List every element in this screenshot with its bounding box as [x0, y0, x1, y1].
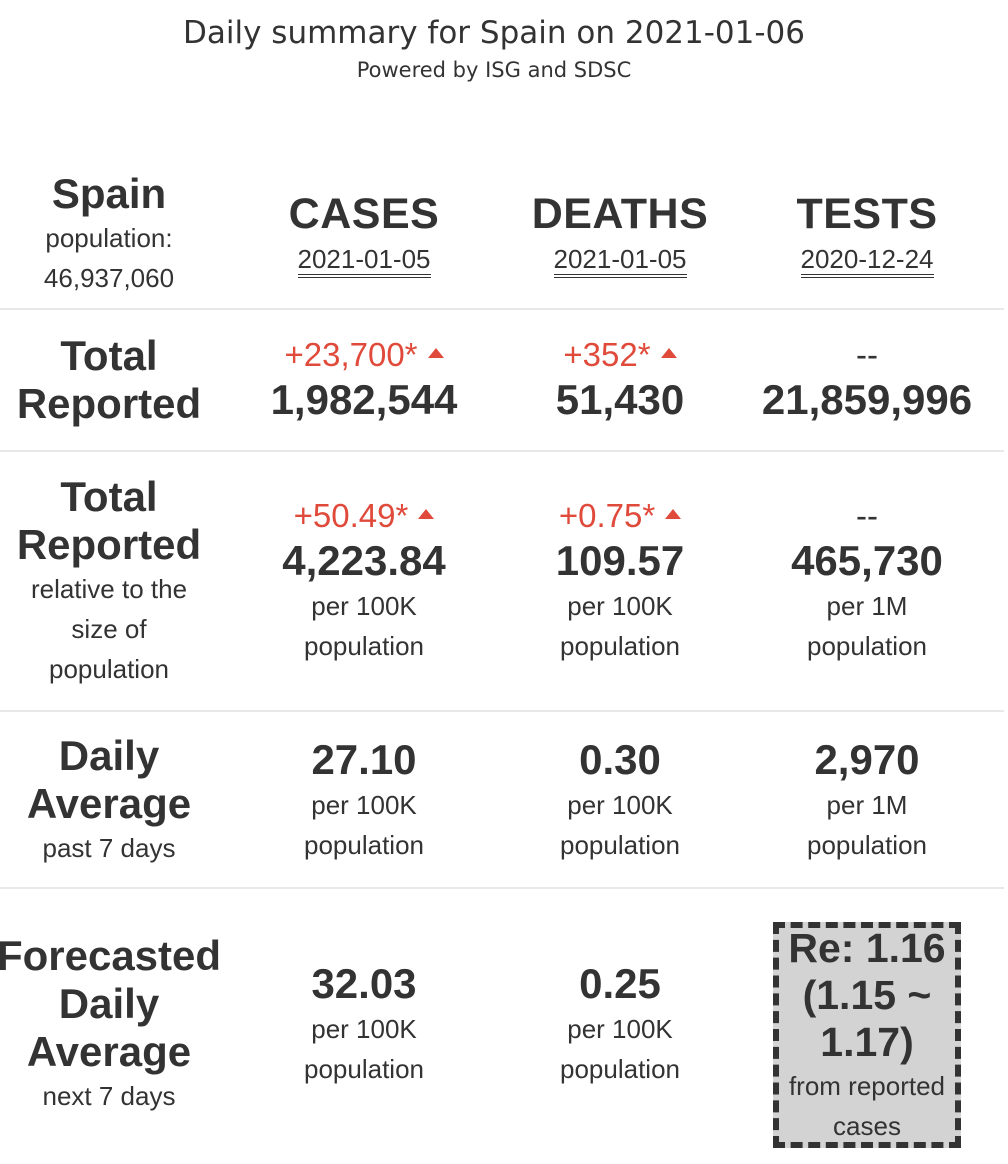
triangle-up-icon	[418, 509, 435, 519]
re-cell: Re: 1.16 (1.15 ~ 1.17) from reported cas…	[730, 889, 1004, 1159]
forecast-deaths-cell: 0.25 per 100K population	[510, 889, 730, 1159]
forecast-label: Forecasted Daily Average next 7 days	[0, 889, 222, 1159]
forecast-deaths-value: 0.25	[579, 960, 661, 1007]
re-value: Re: 1.16	[788, 924, 946, 971]
unit-line: per 100K	[567, 1014, 673, 1044]
header-row: Spain population: 46,937,060 CASES 2021-…	[0, 160, 1004, 310]
tests-date: 2020-12-24	[800, 244, 934, 278]
unit-line: per 100K	[567, 591, 673, 621]
total-cases-cell: +23,700* 1,982,544	[218, 310, 510, 450]
unit-line: per 100K	[311, 1014, 417, 1044]
total-reported-label: Total Reported	[0, 310, 218, 450]
row-label-line: Average	[26, 1028, 192, 1075]
unit-line: population	[560, 631, 680, 661]
total-cases-value: 1,982,544	[270, 376, 458, 423]
re-source: from reported	[788, 1070, 946, 1101]
unit-line: population	[304, 829, 424, 860]
forecast-row: Forecasted Daily Average next 7 days 32.…	[0, 889, 1004, 1159]
avg-tests-cell: 2,970 per 1M population	[730, 712, 1004, 887]
unit-line: population	[304, 631, 424, 661]
triangle-up-icon	[427, 348, 444, 358]
row-label-line: Forecasted	[0, 932, 222, 979]
daily-average-row: Daily Average past 7 days 27.10 per 100K…	[0, 712, 1004, 889]
avg-cases-cell: 27.10 per 100K population	[218, 712, 510, 887]
relative-cases-delta: +50.49*	[294, 496, 435, 536]
population-label: population:	[45, 223, 173, 253]
row-label-line: Daily	[58, 731, 160, 779]
total-reported-row: Total Reported +23,700* 1,982,544 +352* …	[0, 310, 1004, 452]
avg-deaths-value: 0.30	[579, 735, 661, 783]
total-deaths-value: 51,430	[555, 376, 685, 423]
page-subtitle: Powered by ISG and SDSC	[356, 58, 632, 82]
delta-text: +50.49*	[293, 497, 409, 534]
triangle-up-icon	[660, 348, 677, 358]
cases-header: CASES 2021-01-05	[218, 160, 510, 308]
relative-tests-cell: -- 465,730 per 1M population	[730, 452, 1004, 710]
unit-line: population	[807, 829, 927, 860]
relative-tests-delta: --	[856, 497, 878, 534]
total-tests-delta: --	[856, 336, 878, 373]
row-sublabel: relative to the	[30, 574, 188, 604]
relative-cases-value: 4,223.84	[282, 537, 446, 584]
cases-column-title: CASES	[288, 190, 440, 238]
row-label-line: Reported	[16, 380, 202, 427]
unit-line: population	[560, 829, 680, 860]
unit-line: population	[304, 1054, 424, 1084]
daily-average-label: Daily Average past 7 days	[0, 712, 218, 887]
unit-line: per 100K	[567, 789, 673, 820]
avg-tests-value: 2,970	[814, 735, 920, 783]
re-source: cases	[833, 1110, 901, 1141]
unit-line: per 100K	[311, 591, 417, 621]
forecast-cases-value: 32.03	[311, 960, 417, 1007]
row-label-line: Total	[60, 473, 158, 520]
delta-text: +352*	[563, 336, 651, 373]
country-name: Spain	[51, 170, 167, 217]
reproduction-number-box: Re: 1.16 (1.15 ~ 1.17) from reported cas…	[773, 922, 961, 1148]
forecast-cases-cell: 32.03 per 100K population	[218, 889, 510, 1159]
page-title: Daily summary for Spain on 2021-01-06	[183, 15, 805, 51]
unit-line: per 1M	[826, 591, 908, 621]
triangle-up-icon	[665, 509, 682, 519]
re-interval-start: (1.15 ~	[802, 971, 932, 1018]
row-sublabel: population	[49, 654, 169, 684]
relative-row: Total Reported relative to the size of p…	[0, 452, 1004, 712]
row-sublabel: past 7 days	[42, 832, 176, 863]
relative-deaths-value: 109.57	[555, 537, 685, 584]
total-deaths-delta: +352*	[563, 335, 677, 375]
deaths-header: DEATHS 2021-01-05	[510, 160, 730, 308]
total-deaths-cell: +352* 51,430	[510, 310, 730, 450]
relative-deaths-delta: +0.75*	[558, 496, 682, 536]
row-sublabel: next 7 days	[42, 1081, 176, 1111]
deaths-column-title: DEATHS	[531, 190, 709, 238]
total-tests-value: 21,859,996	[761, 376, 973, 423]
row-label-line: Average	[26, 779, 192, 827]
delta-text: +23,700*	[284, 336, 418, 373]
tests-header: TESTS 2020-12-24	[730, 160, 1004, 308]
relative-label: Total Reported relative to the size of p…	[0, 452, 218, 710]
unit-line: population	[560, 1054, 680, 1084]
summary-table: Spain population: 46,937,060 CASES 2021-…	[0, 160, 1004, 1159]
unit-line: per 100K	[311, 789, 417, 820]
delta-text: +0.75*	[558, 497, 656, 534]
row-sublabel: size of	[71, 614, 147, 644]
re-interval-end: 1.17)	[820, 1018, 914, 1065]
relative-cases-cell: +50.49* 4,223.84 per 100K population	[218, 452, 510, 710]
deaths-date: 2021-01-05	[553, 244, 687, 278]
population-value: 46,937,060	[43, 263, 175, 293]
relative-tests-value: 465,730	[791, 537, 943, 584]
unit-line: population	[807, 631, 927, 661]
row-label-line: Total	[60, 332, 158, 379]
avg-cases-value: 27.10	[311, 735, 417, 783]
unit-line: per 1M	[826, 789, 908, 820]
avg-deaths-cell: 0.30 per 100K population	[510, 712, 730, 887]
relative-deaths-cell: +0.75* 109.57 per 100K population	[510, 452, 730, 710]
total-tests-cell: -- 21,859,996	[730, 310, 1004, 450]
country-cell: Spain population: 46,937,060	[0, 160, 218, 308]
tests-column-title: TESTS	[796, 190, 938, 238]
row-label-line: Reported	[16, 521, 202, 568]
total-cases-delta: +23,700*	[284, 335, 444, 375]
row-label-line: Daily	[58, 980, 160, 1027]
cases-date: 2021-01-05	[297, 244, 431, 278]
